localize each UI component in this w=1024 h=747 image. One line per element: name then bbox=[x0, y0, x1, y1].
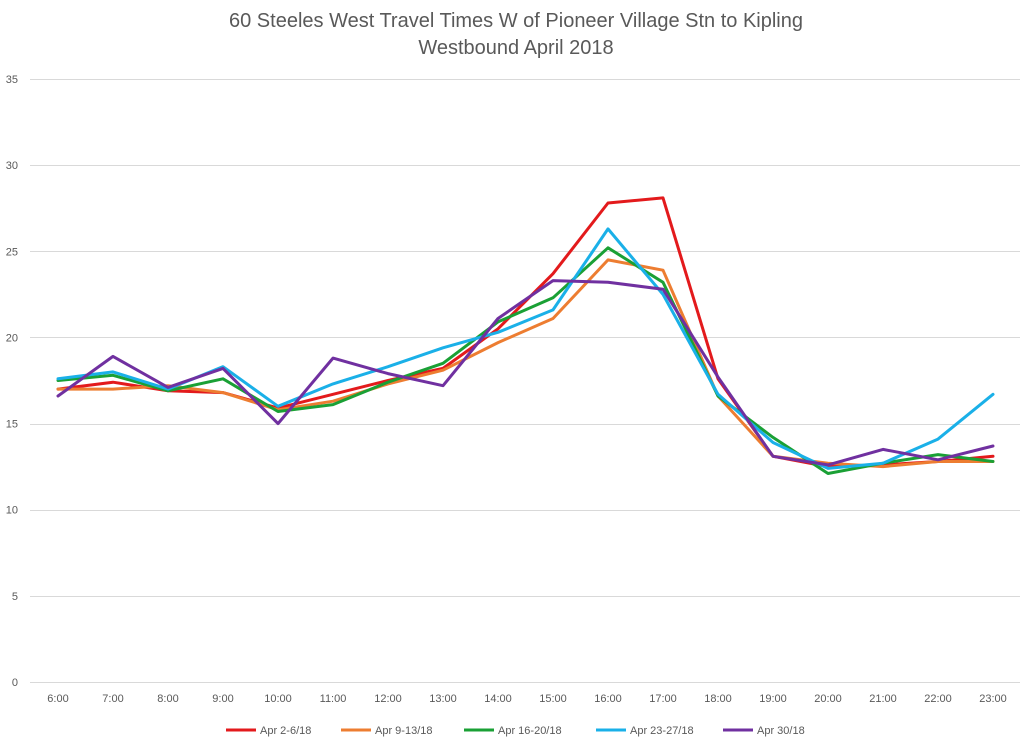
chart-title: 60 Steeles West Travel Times W of Pionee… bbox=[0, 8, 1024, 62]
x-tick-label: 13:00 bbox=[429, 693, 457, 705]
chart-title-line-2: Westbound April 2018 bbox=[418, 37, 614, 59]
legend-label: Apr 9-13/18 bbox=[375, 725, 432, 737]
x-tick-label: 7:00 bbox=[102, 693, 123, 705]
legend-label: Apr 30/18 bbox=[757, 725, 805, 737]
y-tick-label: 10 bbox=[6, 505, 18, 517]
x-tick-label: 18:00 bbox=[704, 693, 732, 705]
x-tick-label: 16:00 bbox=[594, 693, 622, 705]
y-tick-label: 15 bbox=[6, 419, 18, 431]
x-tick-label: 22:00 bbox=[924, 693, 952, 705]
x-tick-label: 14:00 bbox=[484, 693, 512, 705]
legend: Apr 2-6/18 Apr 9-13/18 Apr 16-20/18 Apr 23-… bbox=[226, 725, 805, 737]
x-tick-label: 12:00 bbox=[374, 693, 402, 705]
gridlines bbox=[30, 79, 1020, 683]
series-line-4 bbox=[56, 227, 995, 470]
series-line-1 bbox=[56, 196, 995, 469]
x-axis-labels: 6:00 7:00 8:00 9:00 10:00 11:00 12:00 13:00 14:0… bbox=[47, 693, 1006, 705]
x-tick-label: 23:00 bbox=[979, 693, 1007, 705]
series-lines bbox=[56, 196, 995, 475]
x-tick-label: 20:00 bbox=[814, 693, 842, 705]
legend-label: Apr 16-20/18 bbox=[498, 725, 562, 737]
series-line-2 bbox=[56, 258, 995, 469]
x-tick-label: 9:00 bbox=[212, 693, 233, 705]
y-tick-label: 30 bbox=[6, 160, 18, 172]
x-tick-label: 15:00 bbox=[539, 693, 567, 705]
chart-title-line-1: 60 Steeles West Travel Times W of Pionee… bbox=[229, 10, 803, 32]
x-tick-label: 19:00 bbox=[759, 693, 787, 705]
series-line-5 bbox=[56, 279, 995, 467]
y-axis-labels: 0 5 10 15 20 25 30 35 bbox=[6, 74, 18, 689]
x-tick-label: 21:00 bbox=[869, 693, 897, 705]
y-tick-label: 20 bbox=[6, 332, 18, 344]
y-tick-label: 25 bbox=[6, 246, 18, 258]
y-tick-label: 0 bbox=[12, 677, 18, 689]
y-tick-label: 5 bbox=[12, 591, 18, 603]
x-tick-label: 11:00 bbox=[320, 693, 347, 705]
x-tick-label: 6:00 bbox=[47, 693, 68, 705]
legend-label: Apr 2-6/18 bbox=[260, 725, 311, 737]
x-tick-label: 17:00 bbox=[649, 693, 677, 705]
x-tick-label: 10:00 bbox=[264, 693, 292, 705]
y-tick-label: 35 bbox=[6, 74, 18, 86]
series-line-3 bbox=[56, 246, 995, 475]
legend-label: Apr 23-27/18 bbox=[630, 725, 694, 737]
x-tick-label: 8:00 bbox=[157, 693, 178, 705]
